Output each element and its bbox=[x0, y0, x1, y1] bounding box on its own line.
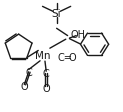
Text: C: C bbox=[26, 67, 32, 77]
Text: C: C bbox=[43, 69, 50, 79]
Text: O: O bbox=[21, 81, 29, 91]
Text: O: O bbox=[42, 83, 50, 93]
Text: Si: Si bbox=[52, 9, 61, 19]
Text: Mn: Mn bbox=[35, 51, 51, 60]
Text: C=: C= bbox=[57, 52, 72, 62]
Text: OH: OH bbox=[70, 29, 85, 39]
Text: O: O bbox=[68, 52, 76, 62]
